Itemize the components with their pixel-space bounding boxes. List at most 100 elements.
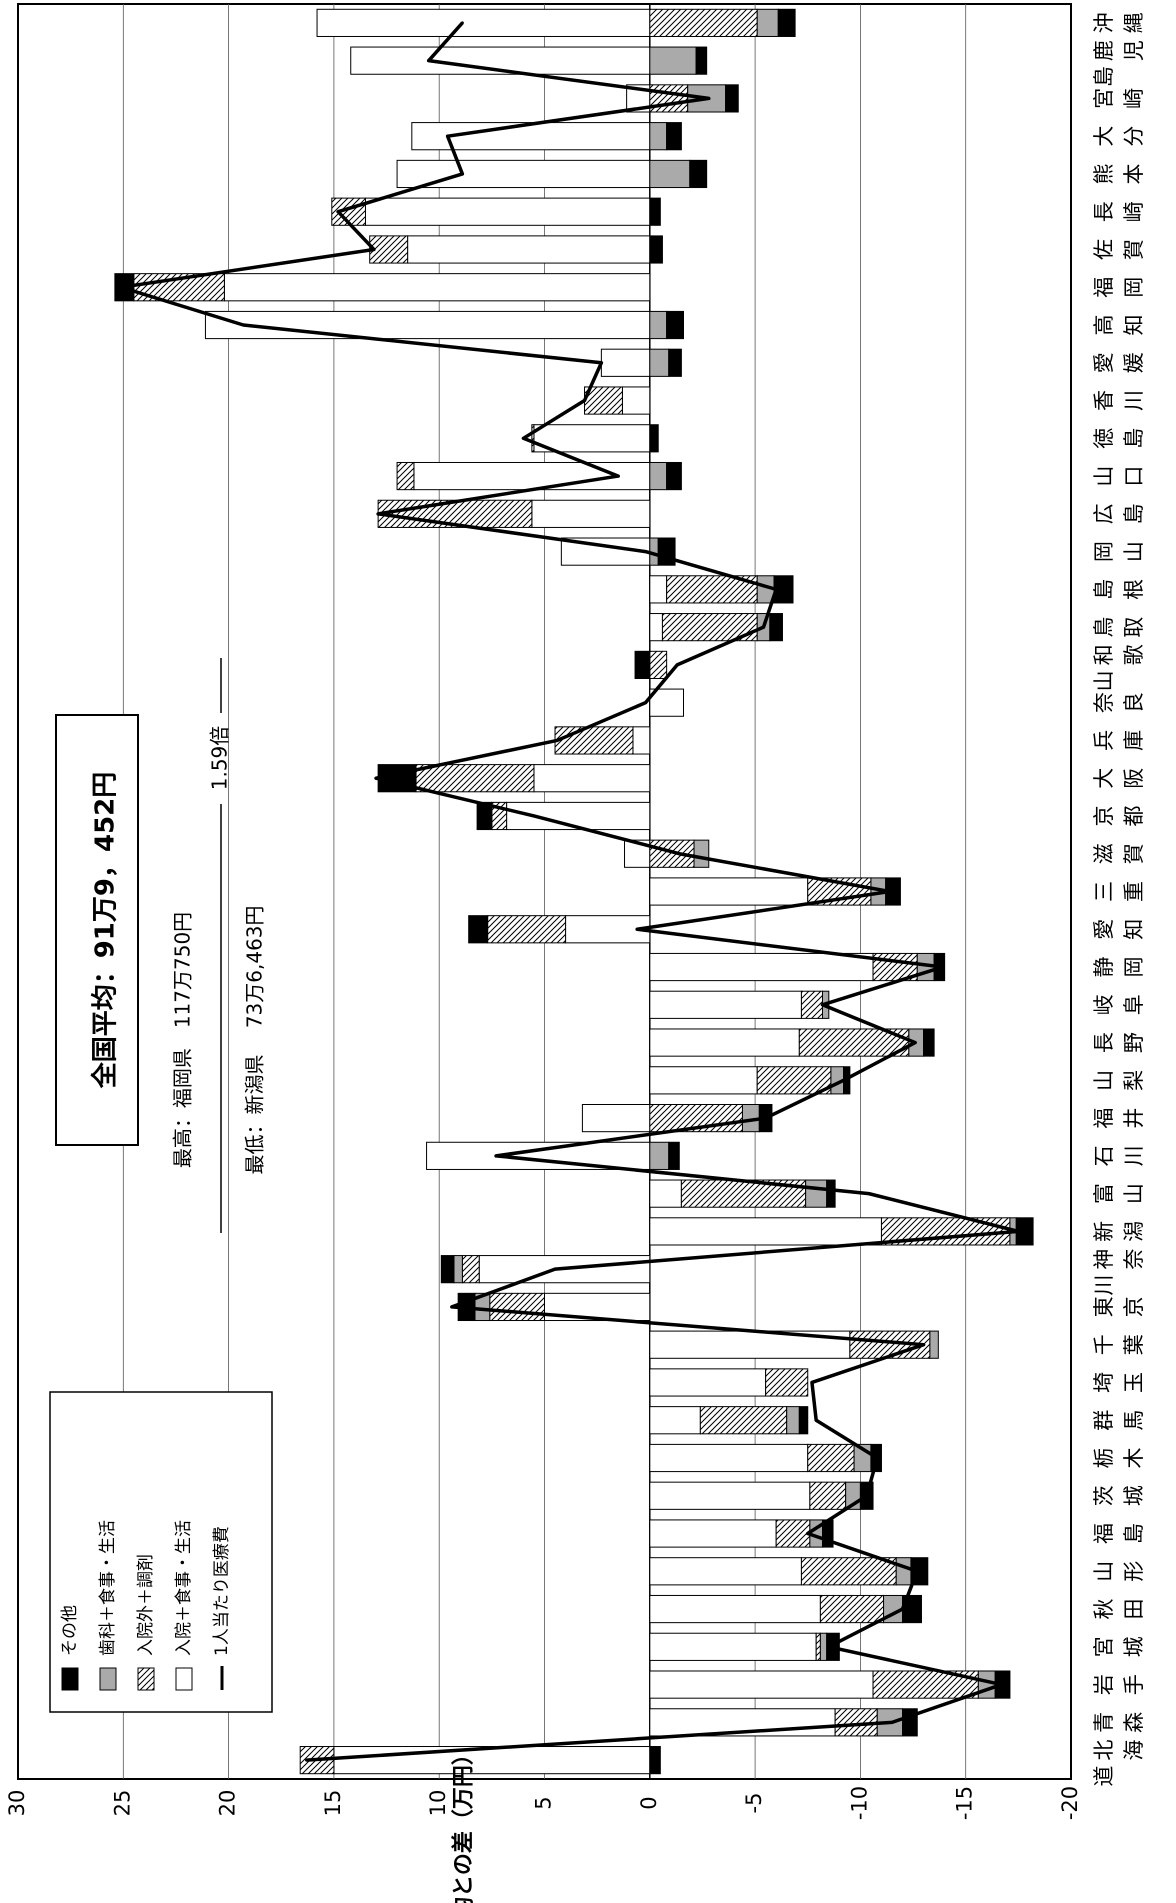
bar-segment	[632, 726, 651, 755]
category-char: 福	[1092, 1523, 1116, 1544]
line-series	[119, 21, 1021, 1762]
bar-segment	[649, 575, 668, 604]
category-label: 愛媛	[1092, 352, 1146, 373]
category-char: 宮	[1092, 88, 1116, 109]
tick-label: 5	[532, 1796, 556, 1809]
bar-segment	[407, 235, 651, 264]
line-point	[922, 1343, 926, 1347]
legend-label: 歯科＋食事・生活	[98, 1520, 118, 1656]
average-text: 全国平均：91万9，452円	[90, 772, 121, 1090]
bar-segment	[775, 1519, 811, 1548]
category-label: 秋田	[1092, 1599, 1146, 1620]
category-char: 北	[1092, 1740, 1116, 1761]
bar-segment	[668, 1141, 680, 1170]
bar-segment	[649, 1632, 817, 1661]
category-char: 島	[1092, 579, 1116, 600]
bar-segment	[600, 348, 651, 377]
bar-segment	[554, 726, 634, 755]
category-char: 取	[1122, 617, 1146, 638]
bar-segment	[533, 424, 651, 453]
category-char: 佐	[1092, 239, 1116, 260]
line-point	[599, 361, 603, 365]
line-point	[644, 701, 648, 705]
line-point	[494, 1154, 498, 1158]
category-char: 島	[1122, 1523, 1146, 1544]
category-char: 城	[1122, 1636, 1146, 1657]
category-label: 福島	[1092, 1523, 1146, 1544]
legend-swatch	[61, 1667, 79, 1691]
bar-segment	[364, 197, 651, 226]
axis-title: 全国平均との差（万円）	[451, 1743, 477, 1903]
category-label: 福井	[1092, 1108, 1146, 1129]
line-point	[827, 1645, 831, 1649]
annotations: 最高：福岡県 117万750円 最低：新潟県 73万6,463円 1.59倍	[171, 658, 267, 1233]
category-label: 高知	[1092, 315, 1146, 336]
category-char: 香	[1092, 390, 1116, 411]
tick-label: 10	[426, 1790, 450, 1817]
category-char: 愛	[1092, 352, 1116, 373]
category-char: 栃	[1092, 1447, 1116, 1468]
category-char: 岡	[1122, 957, 1146, 978]
category-char: 奈	[1122, 1249, 1146, 1270]
category-char: 井	[1122, 1108, 1146, 1129]
legend-swatch	[137, 1667, 155, 1691]
category-label: 鹿児島	[1092, 40, 1146, 87]
bar-segment	[693, 839, 710, 868]
line-point	[376, 512, 380, 516]
category-char: 根	[1122, 579, 1146, 600]
category-labels: 北海道青 森岩 手宮 城秋 田山 形福 島茨 城栃 木群 馬埼 玉千 葉東 京神 奈川新 潟富 山石 川福 井山梨…	[1092, 12, 1146, 1786]
bar-segment	[489, 1292, 545, 1322]
bar-segment	[533, 764, 651, 793]
category-label: 岡山	[1092, 541, 1146, 562]
category-label: 三重	[1092, 881, 1146, 902]
category-label: 佐賀	[1092, 239, 1146, 260]
bar-segment	[487, 915, 567, 944]
bar-segment	[461, 1255, 480, 1284]
line-point	[1000, 1683, 1004, 1687]
line-point	[553, 1267, 557, 1271]
bar-segment	[649, 197, 661, 226]
category-char: 玉	[1122, 1372, 1146, 1393]
legend-label: 1人当たり医療費	[212, 1526, 232, 1656]
line-point	[814, 1418, 818, 1422]
category-char: 本	[1122, 163, 1146, 184]
line-point	[1016, 1229, 1020, 1233]
bar-segment	[316, 8, 651, 37]
category-char: 島	[1092, 66, 1116, 87]
category-label: 栃木	[1092, 1447, 1146, 1468]
category-label: 島根	[1092, 579, 1146, 600]
category-char: 鳥	[1092, 617, 1116, 638]
bar-segment	[668, 348, 682, 377]
category-label: 千葉	[1092, 1334, 1146, 1355]
bar-segment	[819, 1594, 885, 1624]
bar-segment	[649, 650, 668, 680]
category-char: 木	[1122, 1447, 1146, 1468]
bar-segment	[649, 84, 689, 113]
bar-segment	[426, 1141, 651, 1170]
line-point	[675, 663, 679, 667]
bar-segment	[923, 1028, 935, 1057]
category-char: 野	[1122, 1032, 1146, 1053]
line-point	[427, 59, 431, 63]
category-label: 宮城	[1092, 1636, 1146, 1657]
legend-swatch	[99, 1667, 117, 1691]
category-label: 茨城	[1092, 1485, 1146, 1506]
tick-label: 20	[216, 1790, 240, 1817]
bar-segment	[649, 1594, 821, 1624]
category-char: 秋	[1092, 1599, 1116, 1620]
bar-segment	[800, 990, 823, 1019]
bar-segment	[815, 1632, 821, 1661]
bar-segment	[649, 990, 802, 1019]
category-char: 島	[1122, 428, 1146, 449]
legend-items: その他 歯科＋食事・生活 入院外＋調剤 入院＋食事・生活 1人当たり医療費	[60, 1520, 232, 1691]
category-char: 福	[1092, 1108, 1116, 1129]
bar-segment	[649, 1066, 758, 1095]
bar-segment	[531, 424, 535, 453]
bar-segment	[531, 499, 651, 528]
tick-label: 0	[637, 1796, 661, 1809]
bars	[114, 8, 1034, 1775]
category-char: 山	[1092, 466, 1116, 487]
ratio-text: 1.59倍	[208, 726, 232, 791]
bar-segment	[649, 1443, 809, 1473]
